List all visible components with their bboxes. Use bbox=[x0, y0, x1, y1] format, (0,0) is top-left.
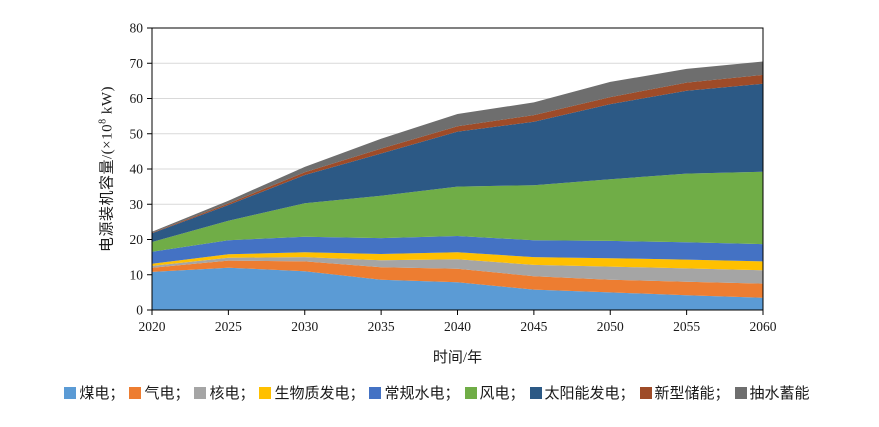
legend-label-nuclear: 核电； bbox=[209, 386, 255, 402]
legend-item-pumped-storage: 抽水蓄能 bbox=[734, 382, 810, 403]
legend-item-biomass: 生物质发电； bbox=[259, 382, 364, 403]
area-nuclear bbox=[152, 257, 763, 284]
legend-item-coal: 煤电； bbox=[64, 382, 124, 403]
legend-swatch-pumped-storage bbox=[734, 386, 747, 399]
legend-item-hydro: 常规水电； bbox=[369, 382, 460, 403]
area-gas bbox=[152, 260, 763, 298]
y-tick-label: 70 bbox=[130, 56, 144, 71]
y-tick-label: 80 bbox=[130, 21, 144, 36]
x-tick-label: 2025 bbox=[215, 319, 242, 334]
legend-swatch-biomass bbox=[259, 386, 272, 399]
legend-item-nuclear: 核电； bbox=[194, 382, 254, 403]
x-axis-title: 时间/年 bbox=[432, 350, 483, 366]
y-axis-title-superscript: 8 bbox=[97, 118, 109, 124]
legend-item-solar: 太阳能发电； bbox=[529, 382, 635, 403]
legend-item-wind: 风电； bbox=[464, 382, 525, 403]
legend-swatch-coal bbox=[64, 386, 77, 399]
y-tick-label: 10 bbox=[130, 267, 144, 282]
legend-label-new-storage: 新型储能； bbox=[654, 386, 730, 402]
legend-label-gas: 气电； bbox=[144, 386, 190, 402]
legend-swatch-gas bbox=[129, 386, 142, 399]
y-axis-title-text: 电源装机容量/(×10 bbox=[99, 123, 116, 253]
x-tick-label: 2045 bbox=[520, 319, 547, 334]
x-tick-label: 2030 bbox=[291, 319, 318, 334]
x-tick-label: 2060 bbox=[750, 319, 777, 334]
legend-swatch-hydro bbox=[369, 386, 382, 399]
area-solar bbox=[152, 83, 763, 242]
legend-label-hydro: 常规水电； bbox=[384, 386, 460, 402]
legend-swatch-solar bbox=[529, 386, 542, 399]
y-axis: 0 10 20 30 40 50 60 70 80 bbox=[130, 21, 152, 318]
y-tick-label: 60 bbox=[130, 91, 144, 106]
y-tick-label: 30 bbox=[130, 197, 144, 212]
area-coal bbox=[152, 267, 763, 310]
y-tick-label: 0 bbox=[136, 303, 143, 318]
legend-label-wind: 风电； bbox=[479, 386, 525, 402]
legend-label-coal: 煤电； bbox=[79, 386, 125, 402]
y-axis-title: 电源装机容量/(×108 kW) bbox=[96, 86, 117, 252]
area-wind bbox=[152, 171, 763, 252]
y-tick-label: 50 bbox=[130, 126, 144, 141]
legend-swatch-nuclear bbox=[194, 386, 207, 399]
x-tick-label: 2055 bbox=[673, 319, 700, 334]
stacked-areas bbox=[152, 61, 763, 310]
legend-item-gas: 气电； bbox=[129, 382, 189, 403]
y-tick-label: 40 bbox=[130, 162, 144, 177]
area-hydro bbox=[152, 236, 763, 264]
x-tick-label: 2035 bbox=[368, 319, 395, 334]
legend-swatch-wind bbox=[464, 386, 477, 399]
legend-item-new-storage: 新型储能； bbox=[639, 382, 730, 403]
x-tick-label: 2020 bbox=[139, 319, 166, 334]
area-biomass bbox=[152, 252, 763, 271]
legend: 煤电； 气电； 核电； 生物质发电； 常规水电； 风电； 太阳能发电； 新型储能； 抽水蓄能 bbox=[0, 382, 879, 403]
legend-label-solar: 太阳能发电； bbox=[544, 386, 635, 402]
legend-label-biomass: 生物质发电； bbox=[274, 386, 365, 402]
legend-swatch-new-storage bbox=[639, 386, 652, 399]
x-tick-label: 2040 bbox=[444, 319, 471, 334]
x-tick-label: 2050 bbox=[597, 319, 624, 334]
x-axis: 2020 2025 2030 2035 2040 2045 2050 2055 2060 bbox=[139, 310, 777, 334]
legend-label-pumped-storage: 抽水蓄能 bbox=[749, 386, 810, 402]
y-tick-label: 20 bbox=[130, 232, 144, 247]
area-pumped-storage bbox=[152, 61, 763, 233]
y-axis-title-unit: kW) bbox=[99, 85, 116, 119]
